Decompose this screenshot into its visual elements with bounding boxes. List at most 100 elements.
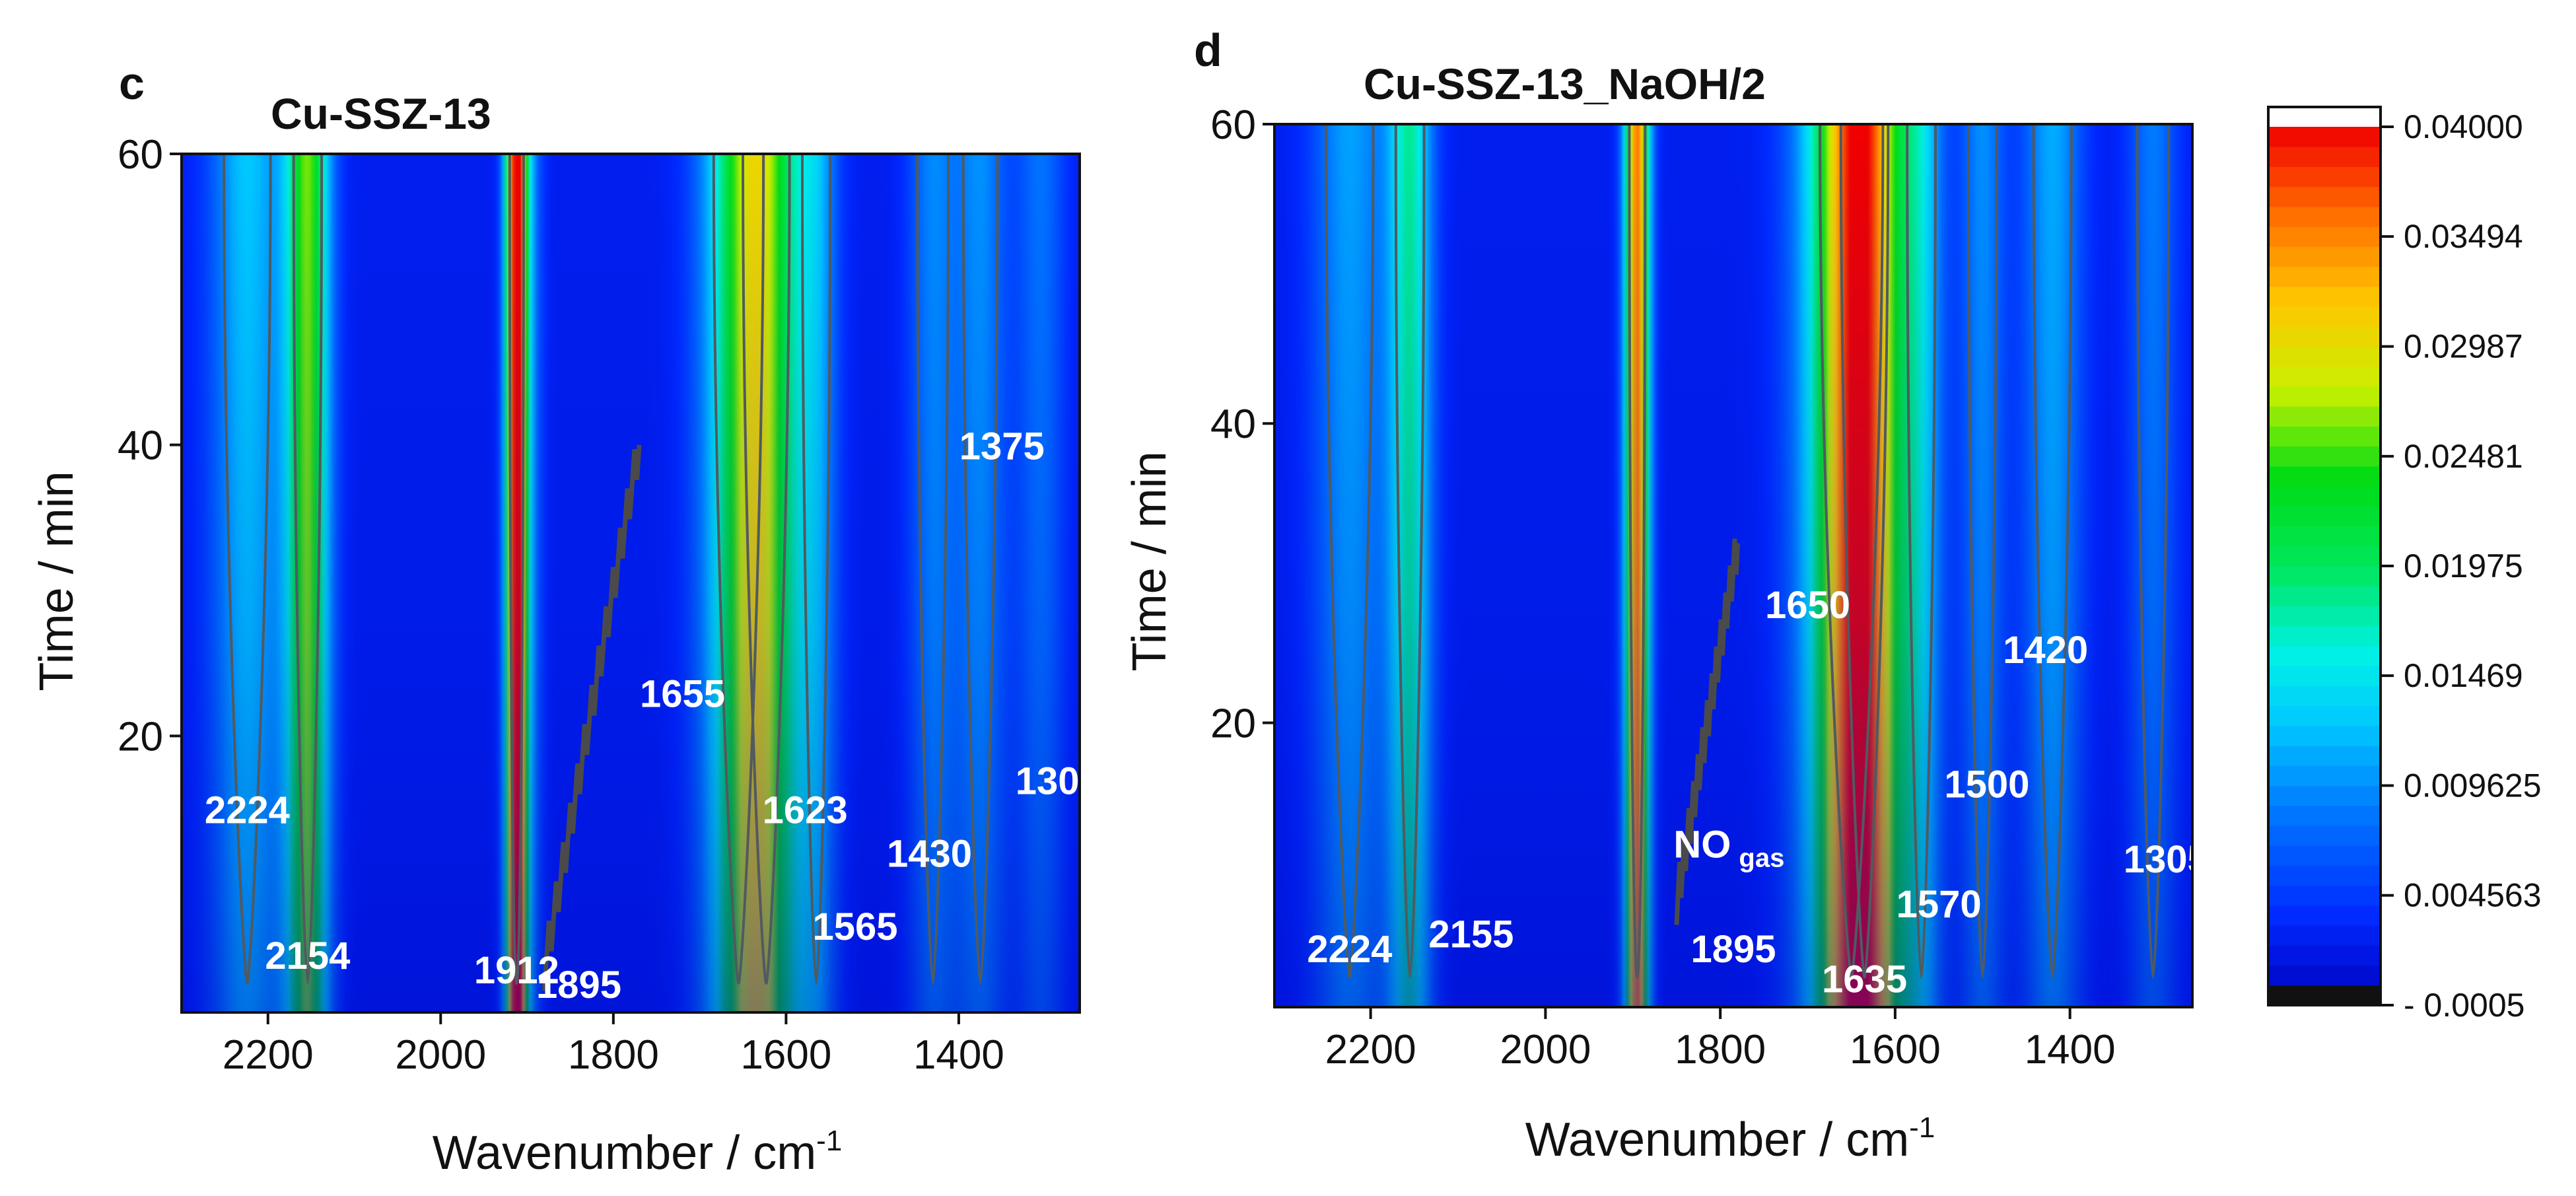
colorbar-tick-label: 0.02987 <box>2404 328 2523 365</box>
peak-label: 1895 <box>1690 928 1776 971</box>
colorbar-stripe <box>2268 466 2381 487</box>
colorbar-stripe <box>2268 186 2381 207</box>
contour-line <box>508 154 525 985</box>
peak-label: 1895 <box>536 964 621 1006</box>
colorbar: 0.04000 0.03494 0.02987 0.02481 0.01975 0.014… <box>2267 106 2542 1024</box>
contour-line <box>1906 124 1937 979</box>
y-tick-label: 60 <box>118 132 163 178</box>
panel-d: d Cu-SSZ-13_NaOH/2 2224 2155 NO gas 1895 1650… <box>1123 24 2209 1166</box>
colorbar-stripe <box>2268 945 2381 966</box>
contour-line <box>2136 124 2171 979</box>
x-tick-label: 1600 <box>1850 1027 1941 1073</box>
contour-line <box>1394 124 1426 979</box>
y-tick-label: 40 <box>118 423 163 469</box>
colorbar-stripe <box>2268 666 2381 686</box>
plot-frame <box>180 153 1081 1014</box>
colorbar-stripe <box>2268 426 2381 447</box>
y-tick-label: 40 <box>1210 402 1256 447</box>
colorbar-tick-label: 0.01975 <box>2404 547 2523 584</box>
peak-label: 1570 <box>1897 883 1982 926</box>
colorbar-stripe <box>2268 147 2381 167</box>
peak-label: 2224 <box>1307 928 1392 971</box>
contour-line <box>1967 124 1998 979</box>
panel-title-d: Cu-SSZ-13_NaOH/2 <box>1364 59 1766 108</box>
colorbar-stripe <box>2268 725 2381 746</box>
axes-c: 2200 2000 1800 1600 1400 20 40 60 <box>118 132 1081 1078</box>
colorbar-stripe <box>2268 266 2381 287</box>
panel-title-c: Cu-SSZ-13 <box>271 89 491 138</box>
contour-line <box>2032 124 2073 979</box>
colorbar-stripe <box>2268 306 2381 327</box>
contour-line <box>1819 124 1885 979</box>
peak-label: NO gas <box>1673 823 1784 872</box>
colorbar-stripe <box>2268 346 2381 367</box>
colorbar-stripe <box>2268 406 2381 427</box>
colorbar-stripe <box>2268 386 2381 407</box>
contour-line <box>742 154 791 985</box>
peak-label: 1655 <box>640 672 725 715</box>
contour-line <box>292 154 324 985</box>
peak-label: 1375 <box>959 425 1045 468</box>
y-tick-label: 20 <box>118 714 163 759</box>
colorbar-stripe <box>2268 925 2381 946</box>
colorbar-stripe <box>2268 625 2381 647</box>
colorbar-tick-label: 0.04000 <box>2404 108 2523 145</box>
colorbar-stripe <box>2268 825 2381 846</box>
colorbar-stripe <box>2268 246 2381 267</box>
peak-label: 1650 <box>1765 584 1850 627</box>
colorbar-stripe <box>2268 545 2381 567</box>
x-tick-label: 1400 <box>913 1032 1004 1078</box>
x-tick-label: 1800 <box>1675 1027 1766 1073</box>
x-tick-label: 1400 <box>2025 1027 2116 1073</box>
colorbar-stripe <box>2268 746 2381 766</box>
colorbar-stripe <box>2268 286 2381 307</box>
colorbar-frame <box>2267 106 2382 1006</box>
colorbar-stripe <box>2268 985 2381 1006</box>
x-tick-label: 2200 <box>223 1032 314 1078</box>
contour-line <box>1839 124 1890 979</box>
no-gas-noise <box>1674 538 1741 925</box>
colorbar-stripe <box>2268 506 2381 527</box>
colorbar-stripe <box>2268 645 2381 666</box>
panel-letter-d: d <box>1194 24 1222 76</box>
colorbar-stripe <box>2268 446 2381 467</box>
peak-label: 2224 <box>205 789 290 832</box>
contour-line <box>1628 124 1647 979</box>
colorbar-cap <box>2268 107 2381 127</box>
colorbar-stripe <box>2268 127 2381 147</box>
y-tick-label: 20 <box>1210 701 1256 746</box>
axes-d: 2200 2000 1800 1600 1400 20 40 60 <box>1210 102 2194 1073</box>
colorbar-tick-label: 0.004563 <box>2404 877 2542 914</box>
colorbar-stripe <box>2268 366 2381 387</box>
y-tick-label: 60 <box>1210 102 1256 148</box>
plot-frame <box>1273 123 2194 1008</box>
no-gas-noise <box>541 444 642 991</box>
colorbar-stripes <box>2267 106 2382 1006</box>
colorbar-stripe <box>2268 206 2381 227</box>
time-fade-overlay <box>182 154 1080 1012</box>
colorbar-ticks: 0.04000 0.03494 0.02987 0.02481 0.01975 0.014… <box>2381 108 2542 1024</box>
colorbar-stripe <box>2268 606 2381 627</box>
colorbar-stripe <box>2268 326 2381 347</box>
x-tick-label: 2000 <box>1500 1027 1591 1073</box>
colorbar-stripe <box>2268 586 2381 606</box>
peak-label: 1565 <box>812 905 897 948</box>
colorbar-stripe <box>2268 845 2381 866</box>
peak-label: 2155 <box>1428 913 1514 956</box>
colorbar-stripe <box>2268 705 2381 726</box>
peak-label: 1635 <box>1822 958 1907 1001</box>
panel-letter-c: c <box>119 57 145 109</box>
peak-label: 1623 <box>763 789 848 832</box>
colorbar-stripe <box>2268 166 2381 188</box>
peak-label: 2154 <box>265 934 350 977</box>
contour-line <box>800 154 832 985</box>
colorbar-stripe <box>2268 965 2381 986</box>
colorbar-stripe <box>2268 865 2381 886</box>
peak-label: 1305 <box>1016 759 1101 802</box>
colorbar-tick-label: 0.01469 <box>2404 657 2523 694</box>
contour-line <box>1325 124 1375 979</box>
x-tick-label: 2000 <box>395 1032 486 1078</box>
heatmap-plot-d <box>1274 124 2192 1007</box>
y-axis-title-c: Time / min <box>30 471 83 691</box>
